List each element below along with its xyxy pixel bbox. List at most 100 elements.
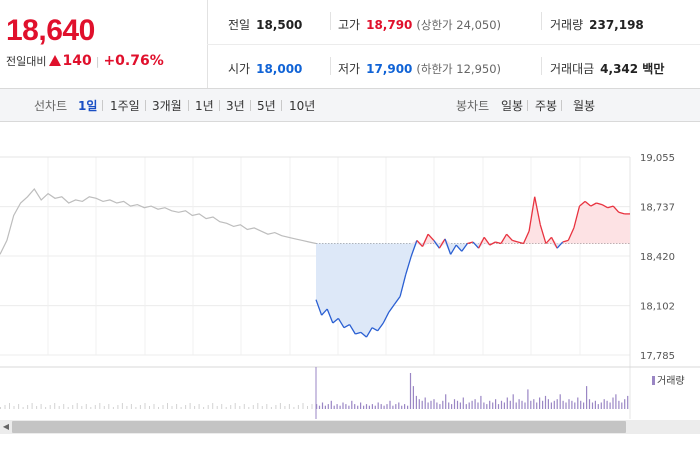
volume-bar [445, 394, 447, 409]
candle-weekly[interactable]: 주봉 [535, 99, 558, 113]
volume-bar [495, 399, 497, 409]
volume-bar-prev [94, 405, 96, 409]
today-line-segment [590, 202, 597, 207]
volume-bar-prev [72, 405, 74, 409]
volume-bar-prev [54, 403, 56, 409]
today-line-segment [455, 244, 463, 252]
period-1y[interactable]: 1년 [195, 99, 214, 113]
volume-bar-prev [36, 406, 38, 409]
volume-bar-prev [49, 405, 51, 409]
volume-bar [512, 394, 514, 409]
volume-bar-prev [180, 407, 182, 409]
diff-value: 140 [62, 53, 92, 69]
volume-bar [624, 399, 626, 409]
volume-bar-prev [176, 404, 178, 409]
volume-bar-prev [252, 405, 254, 409]
volume-bar [407, 405, 409, 409]
volume-bar [483, 402, 485, 409]
today-line-segment [393, 296, 401, 305]
line-chart-label: 선차트 [34, 99, 68, 113]
volume-bar-prev [31, 403, 33, 409]
volume-bar-prev [194, 406, 196, 409]
volume-bar-prev [266, 404, 268, 409]
today-line-segment [612, 205, 620, 213]
volume-bar-prev [207, 405, 209, 409]
volume-bar [404, 404, 406, 409]
volume-bar [503, 402, 505, 409]
today-line-segment [405, 255, 412, 275]
volume-bar [471, 400, 473, 409]
today-line-segment [410, 240, 418, 257]
volume-bar-prev [212, 403, 214, 409]
candle-daily[interactable]: 일봉 [501, 99, 524, 113]
period-3y[interactable]: 3년 [226, 99, 245, 113]
volume-bar-prev [293, 407, 295, 409]
volume-bar [389, 400, 391, 409]
today-line-segment [355, 331, 362, 335]
volume-bar [360, 402, 362, 409]
today-line-segment [567, 227, 575, 241]
volume-bar [603, 399, 605, 409]
volume-bar [412, 386, 414, 409]
up-triangle-icon [49, 55, 62, 66]
volume-bar [547, 399, 549, 409]
period-3m[interactable]: 3개월 [152, 99, 182, 113]
intraday-chart: 19,055 18,737 18,420 18,102 17,785 [0, 153, 700, 419]
period-toolbar: 선차트 1일 1주일 3개월 1년 3년 5년 10년 봉차트 일봉 주봉 월봉 [0, 88, 700, 122]
volume-bar [489, 400, 491, 409]
volume-bar [553, 400, 555, 409]
period-1d[interactable]: 1일 [78, 99, 98, 113]
y-tick-label: 18,102 [640, 302, 675, 313]
period-10y[interactable]: 10년 [289, 99, 316, 113]
volume-bar [421, 400, 423, 409]
chart-scrollbar-thumb[interactable] [12, 421, 626, 433]
scroll-left-icon[interactable]: ◀ [2, 422, 10, 431]
volume-bar [480, 395, 482, 409]
volume-bar-prev [171, 406, 173, 409]
volume-bar-prev [81, 406, 83, 409]
volume-bar-prev [203, 407, 205, 409]
candle-chart-label: 봉차트 [456, 99, 490, 113]
volume-bar-prev [297, 405, 299, 409]
volume-bar [354, 404, 356, 409]
volume-bar-prev [130, 404, 132, 409]
stat-low: 저가 17,900 (하한가 12,950) [338, 62, 502, 76]
volume-bar-prev [40, 404, 42, 409]
volume-bar [594, 400, 596, 409]
volume-bar-prev [189, 403, 191, 409]
volume-bar [612, 397, 614, 409]
volume-bar-prev [9, 403, 10, 409]
volume-bar-prev [167, 403, 168, 409]
volume-bar [451, 404, 453, 409]
candle-monthly[interactable]: 월봉 [573, 99, 596, 113]
today-line-segment [321, 308, 328, 316]
volume-bar [459, 402, 461, 409]
volume-bar [606, 400, 608, 409]
today-line-segment [522, 230, 530, 244]
volume-bar [430, 400, 432, 409]
volume-bar [415, 395, 417, 409]
period-1w[interactable]: 1주일 [110, 99, 140, 113]
today-line-segment [500, 233, 508, 244]
volume-bar-prev [13, 406, 15, 409]
volume-bar [542, 400, 544, 409]
volume-bar-prev [248, 407, 250, 409]
diff-percent: +0.76% [103, 53, 164, 69]
volume-bar [351, 400, 353, 409]
volume-bar-prev [234, 403, 236, 409]
today-line-segment [489, 241, 496, 246]
volume-bar [327, 404, 329, 409]
volume-bar [497, 404, 500, 409]
volume-bar [577, 397, 579, 409]
volume-bar [456, 400, 459, 409]
volume-bar [453, 399, 456, 409]
volume-legend: 거래량 [652, 372, 685, 387]
volume-bar [530, 400, 532, 409]
volume-bar-prev [153, 404, 155, 409]
today-line-segment [562, 239, 569, 243]
diff-label: 전일대비 [6, 55, 47, 68]
period-5y[interactable]: 5년 [257, 99, 276, 113]
volume-bar-prev [307, 406, 308, 409]
today-line-segment [365, 327, 373, 338]
y-tick-label: 19,055 [640, 153, 675, 164]
